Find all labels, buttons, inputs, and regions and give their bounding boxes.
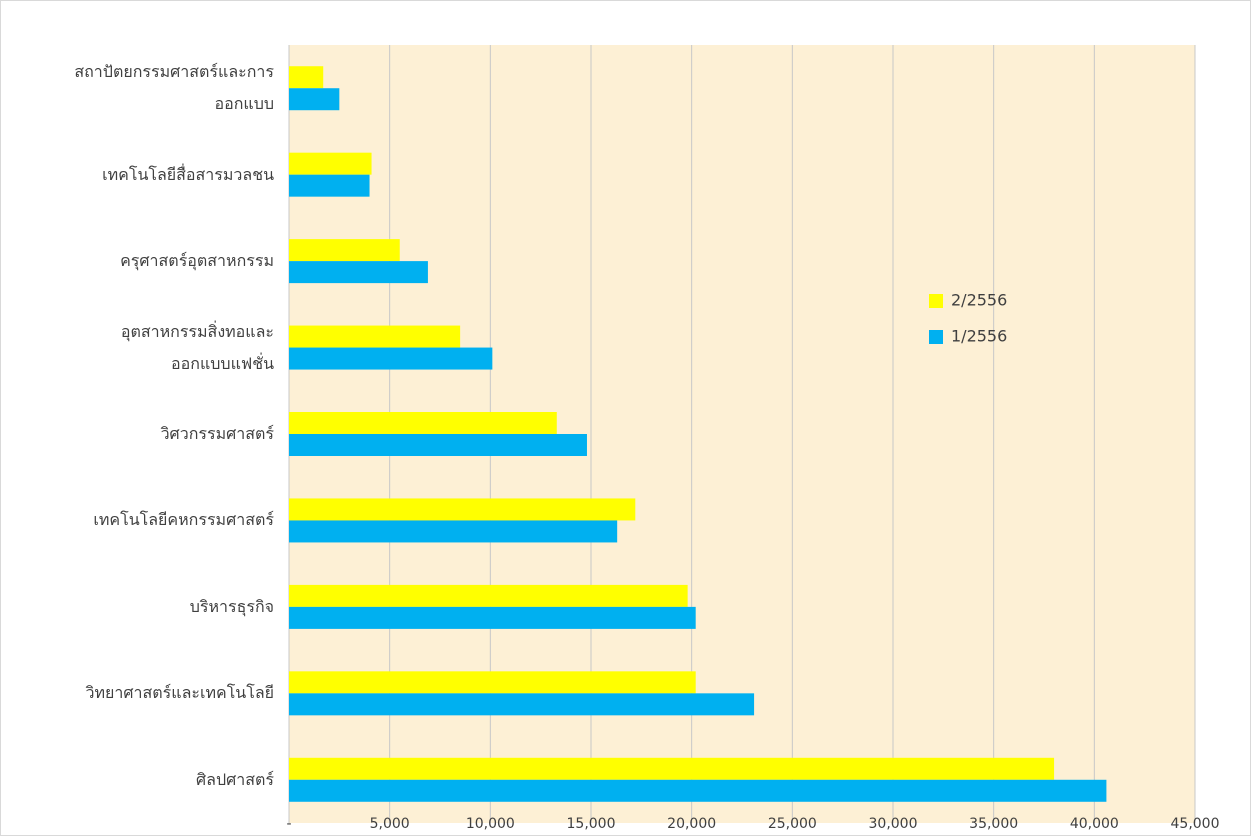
bar (289, 757, 1055, 780)
x-tick-label: 40,000 (1070, 816, 1119, 832)
y-tick-label: ศิลปศาสตร์ (195, 769, 274, 789)
bar (289, 606, 696, 629)
y-tick-label: บริหารธุรกิจ (189, 596, 274, 616)
x-tick-label: - (286, 816, 291, 832)
bar (289, 174, 370, 197)
bar (289, 239, 400, 262)
x-tick-label: 10,000 (466, 816, 515, 832)
x-tick-label: 45,000 (1171, 816, 1220, 832)
legend-label: 2/2556 (951, 291, 1007, 310)
bar (289, 671, 696, 694)
bar (289, 66, 324, 89)
bar (289, 434, 587, 456)
y-tick-label: ครุศาสตร์อุตสาหกรรม (120, 251, 274, 271)
bar (289, 261, 428, 284)
bar (289, 347, 493, 370)
y-tick-label: วิทยาศาสตร์และเทคโนโลยี (85, 683, 274, 703)
bar (289, 325, 461, 348)
y-tick-label: เทคโนโลยีคหกรรมศาสตร์ (93, 510, 274, 530)
y-tick-label: สถาปัตยกรรมศาสตร์และการ ออกแบบ (74, 62, 274, 114)
x-tick-label: 25,000 (768, 816, 817, 832)
x-tick-label: 35,000 (969, 816, 1018, 832)
bar (289, 693, 755, 716)
bar (289, 152, 372, 175)
bar (289, 520, 618, 543)
bar (289, 779, 1107, 802)
x-tick-label: 5,000 (370, 816, 410, 832)
x-tick-label: 30,000 (869, 816, 918, 832)
legend-swatch (929, 294, 943, 308)
x-tick-label: 15,000 (567, 816, 616, 832)
bar (289, 412, 557, 434)
bar (289, 88, 340, 111)
y-tick-label: เทคโนโลยีสื่อสารมวลชน (102, 164, 274, 184)
y-tick-label: วิศวกรรมศาสตร์ (160, 424, 274, 443)
legend-swatch (929, 330, 943, 344)
bar (289, 584, 688, 607)
y-tick-label: อุตสาหกรรมสิ่งทอและ ออกแบบแฟชั่น (120, 321, 274, 373)
bar (289, 498, 636, 521)
legend-label: 1/2556 (951, 327, 1007, 346)
x-tick-label: 20,000 (667, 816, 716, 832)
